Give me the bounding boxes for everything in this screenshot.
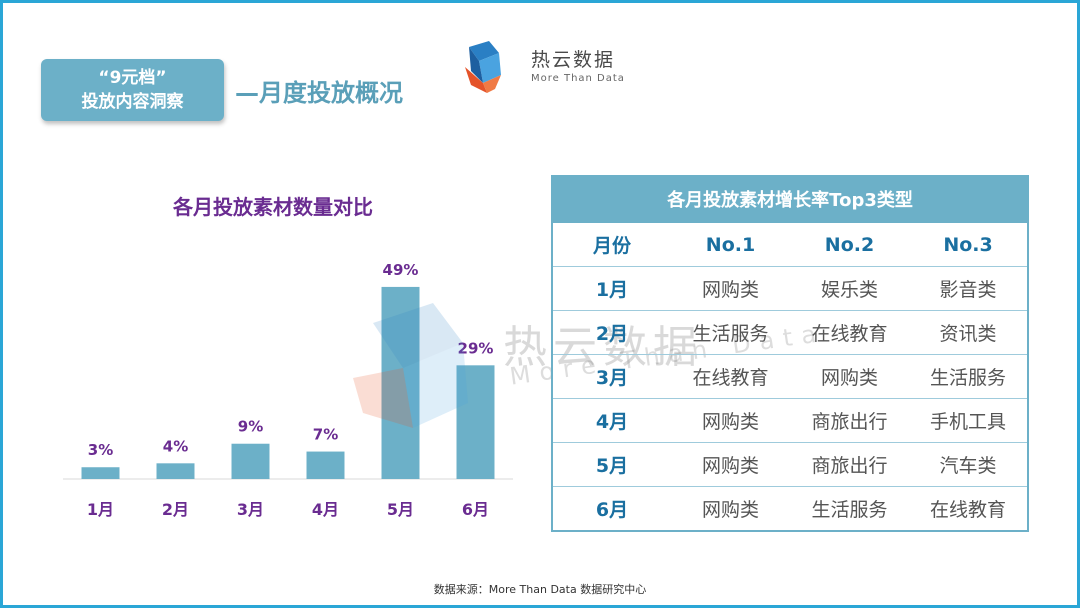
column-header-no1: No.1	[671, 221, 790, 267]
rank1-cell: 在线教育	[671, 354, 790, 399]
section-label-line1: “9元档”	[98, 68, 167, 88]
rank1-cell: 生活服务	[671, 310, 790, 355]
section-label: “9元档” 投放内容洞察	[41, 59, 224, 121]
rank1-cell: 网购类	[671, 266, 790, 311]
column-header-no3: No.3	[909, 221, 1030, 267]
rank3-cell: 在线教育	[909, 486, 1030, 532]
x-tick-label: 6月	[462, 500, 489, 519]
bar-data-label: 4%	[163, 437, 188, 455]
table-row: 4月 网购类 商旅出行 手机工具	[551, 398, 1030, 443]
month-cell: 3月	[551, 354, 671, 399]
x-tick-label: 1月	[87, 500, 114, 519]
logo-cube-icon	[465, 41, 501, 93]
rank3-cell: 生活服务	[909, 354, 1030, 399]
rank1-cell: 网购类	[671, 486, 790, 532]
bar	[306, 451, 345, 479]
month-cell: 5月	[551, 442, 671, 487]
x-tick-label: 3月	[237, 500, 264, 519]
rank3-cell: 手机工具	[909, 398, 1030, 443]
rank1-cell: 网购类	[671, 398, 790, 443]
logo-tagline: More Than Data	[531, 73, 625, 84]
table-title: 各月投放素材增长率Top3类型	[550, 175, 1030, 223]
rank2-cell: 商旅出行	[790, 442, 909, 487]
rank3-cell: 影音类	[909, 266, 1030, 311]
rank2-cell: 在线教育	[790, 310, 909, 355]
bar	[156, 463, 195, 479]
rank2-cell: 娱乐类	[790, 266, 909, 311]
x-tick-label: 2月	[162, 500, 189, 519]
x-tick-label: 5月	[387, 500, 414, 519]
table-row: 2月 生活服务 在线教育 资讯类	[551, 310, 1030, 355]
section-label-line2: 投放内容洞察	[81, 92, 184, 112]
table-row: 1月 网购类 娱乐类 影音类	[551, 266, 1030, 311]
table-header-row: 月份 No.1 No.2 No.3	[551, 221, 1030, 267]
table-row: 3月 在线教育 网购类 生活服务	[551, 354, 1030, 399]
bar	[456, 365, 495, 479]
page-title: —月度投放概况	[235, 79, 403, 107]
column-header-month: 月份	[551, 221, 671, 267]
month-cell: 1月	[551, 266, 671, 311]
top3-table: 各月投放素材增长率Top3类型 月份 No.1 No.2 No.3 1月 网购类…	[550, 175, 1030, 532]
month-cell: 2月	[551, 310, 671, 355]
bar-data-label: 7%	[313, 426, 338, 444]
logo: 热云数据 More Than Data	[465, 39, 635, 95]
column-header-no2: No.2	[790, 221, 909, 267]
rank3-cell: 汽车类	[909, 442, 1030, 487]
rank2-cell: 商旅出行	[790, 398, 909, 443]
rank3-cell: 资讯类	[909, 310, 1030, 355]
rank1-cell: 网购类	[671, 442, 790, 487]
x-tick-label: 4月	[312, 500, 339, 519]
chart-title: 各月投放素材数量对比	[173, 195, 373, 219]
data-source-note: 数据来源：More Than Data 数据研究中心	[433, 583, 647, 596]
bar-data-label: 49%	[383, 261, 419, 279]
rank2-cell: 网购类	[790, 354, 909, 399]
bar-data-label: 9%	[238, 418, 263, 436]
month-cell: 6月	[551, 486, 671, 532]
bar-data-label: 3%	[88, 441, 113, 459]
month-cell: 4月	[551, 398, 671, 443]
rank2-cell: 生活服务	[790, 486, 909, 532]
bar	[81, 467, 120, 479]
table-row: 5月 网购类 商旅出行 汽车类	[551, 442, 1030, 487]
bar-data-label: 29%	[458, 339, 494, 357]
logo-name: 热云数据	[531, 49, 616, 71]
table-row: 6月 网购类 生活服务 在线教育	[551, 486, 1030, 532]
bar	[381, 286, 420, 479]
bar-chart: 3% 1月 4% 2月 9% 3月 7% 4月 49% 5月 29% 6月	[63, 261, 513, 519]
bar	[231, 443, 270, 479]
